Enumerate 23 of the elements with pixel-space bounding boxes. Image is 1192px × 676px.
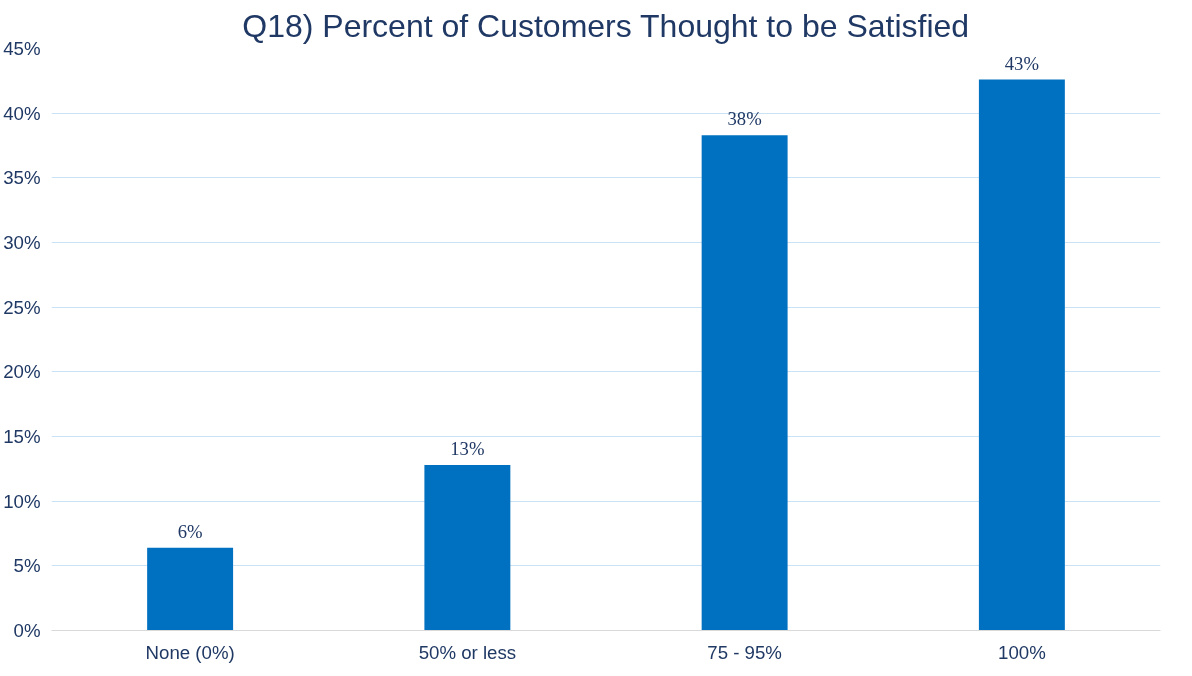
data-label: 6%	[177, 520, 203, 542]
x-tick-label: None (0%)	[145, 641, 235, 663]
y-tick-label: 15%	[3, 426, 41, 447]
y-tick-label: 10%	[3, 490, 41, 512]
bar	[978, 79, 1065, 631]
y-tick-label: 0%	[13, 620, 41, 641]
y-tick-label: 5%	[13, 555, 41, 577]
bar	[424, 464, 511, 631]
y-tick-label: 25%	[3, 296, 41, 318]
chart-title: Q18) Percent of Customers Thought to be Satisfied	[242, 7, 970, 44]
data-label: 38%	[727, 108, 762, 130]
y-tick-label: 45%	[3, 38, 41, 59]
data-label: 43%	[1004, 52, 1039, 74]
bar	[147, 547, 234, 631]
y-tick-label: 40%	[3, 102, 41, 124]
y-tick-label: 35%	[3, 167, 41, 189]
y-tick-label: 30%	[3, 232, 41, 253]
y-tick-label: 20%	[3, 361, 41, 383]
x-tick-label: 100%	[998, 641, 1046, 663]
x-tick-label: 75 - 95%	[707, 641, 782, 663]
x-tick-label: 50% or less	[418, 641, 517, 663]
data-label: 13%	[450, 437, 485, 459]
bar	[701, 135, 788, 631]
